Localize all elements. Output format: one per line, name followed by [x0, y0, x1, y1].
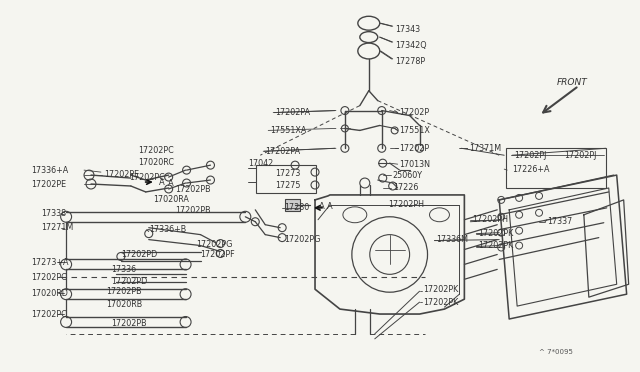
Text: 17336+B: 17336+B: [148, 225, 186, 234]
Text: 17226: 17226: [393, 183, 418, 192]
Text: 17371M: 17371M: [469, 144, 502, 153]
Bar: [285, 199, 300, 211]
Text: 17336M: 17336M: [436, 235, 468, 244]
Text: A: A: [319, 202, 324, 211]
Text: 17336+A: 17336+A: [31, 166, 68, 174]
Text: 17020RB: 17020RB: [106, 299, 142, 309]
Text: 17343: 17343: [395, 25, 420, 34]
Bar: [506, 148, 605, 188]
Text: 17020RA: 17020RA: [153, 195, 189, 204]
Bar: [256, 165, 316, 193]
Text: 17551XA: 17551XA: [270, 126, 307, 135]
Text: 17202PE: 17202PE: [104, 170, 139, 179]
Text: 17202PK: 17202PK: [424, 298, 459, 307]
Text: 17275: 17275: [275, 180, 301, 189]
Text: FRONT: FRONT: [557, 78, 588, 87]
Text: 17202PD: 17202PD: [111, 277, 147, 286]
Text: 17202PA: 17202PA: [275, 108, 310, 117]
Text: 17202PF: 17202PF: [200, 250, 235, 259]
Text: 17202PC: 17202PC: [31, 310, 67, 318]
Text: 17202PB: 17202PB: [106, 287, 141, 296]
Text: 17202PG: 17202PG: [196, 240, 233, 249]
Text: 17202PJ: 17202PJ: [564, 151, 596, 160]
Text: A: A: [159, 177, 164, 186]
Text: 17202PD: 17202PD: [121, 250, 157, 259]
Text: A: A: [327, 202, 333, 211]
Text: 17202PK: 17202PK: [478, 241, 513, 250]
Text: 17202PJ: 17202PJ: [514, 151, 547, 160]
Text: ^ 7*0095: ^ 7*0095: [539, 349, 573, 355]
Text: 17551X: 17551X: [399, 126, 431, 135]
Text: 17202P: 17202P: [399, 108, 430, 117]
Text: 17202P: 17202P: [399, 144, 430, 153]
Text: 17020RC: 17020RC: [138, 158, 174, 167]
Text: 17202PC: 17202PC: [138, 146, 173, 155]
Text: 17271M: 17271M: [41, 223, 74, 232]
Text: 17226+A: 17226+A: [512, 165, 550, 174]
Text: 17202PA: 17202PA: [265, 147, 300, 156]
Text: 17336: 17336: [111, 265, 136, 274]
Text: 17338: 17338: [41, 209, 67, 218]
Text: 17202PE: 17202PE: [31, 180, 67, 189]
Text: 17202PB: 17202PB: [175, 186, 211, 195]
Text: 17202PK: 17202PK: [478, 229, 513, 238]
Text: 17273: 17273: [275, 169, 301, 177]
Text: 17202PB: 17202PB: [111, 320, 147, 328]
Text: 17202PK: 17202PK: [424, 285, 459, 294]
Text: 17202PB: 17202PB: [175, 206, 211, 215]
Text: 17337: 17337: [547, 217, 572, 226]
Text: 17342Q: 17342Q: [395, 41, 426, 49]
Text: 17202PC: 17202PC: [129, 173, 164, 182]
Text: 17202PC: 17202PC: [31, 273, 67, 282]
Text: 17278P: 17278P: [395, 57, 425, 67]
Text: 17020RD: 17020RD: [31, 289, 68, 298]
Text: 17202PH: 17202PH: [472, 215, 508, 224]
Text: 17013N: 17013N: [399, 160, 431, 169]
Text: 25060Y: 25060Y: [393, 171, 422, 180]
Text: 17042: 17042: [248, 159, 273, 168]
Text: 17202PH: 17202PH: [388, 201, 424, 209]
Text: 17273+A: 17273+A: [31, 258, 68, 267]
Text: 17280: 17280: [284, 203, 309, 212]
Text: A: A: [168, 179, 173, 187]
Text: 17202PG: 17202PG: [284, 235, 321, 244]
